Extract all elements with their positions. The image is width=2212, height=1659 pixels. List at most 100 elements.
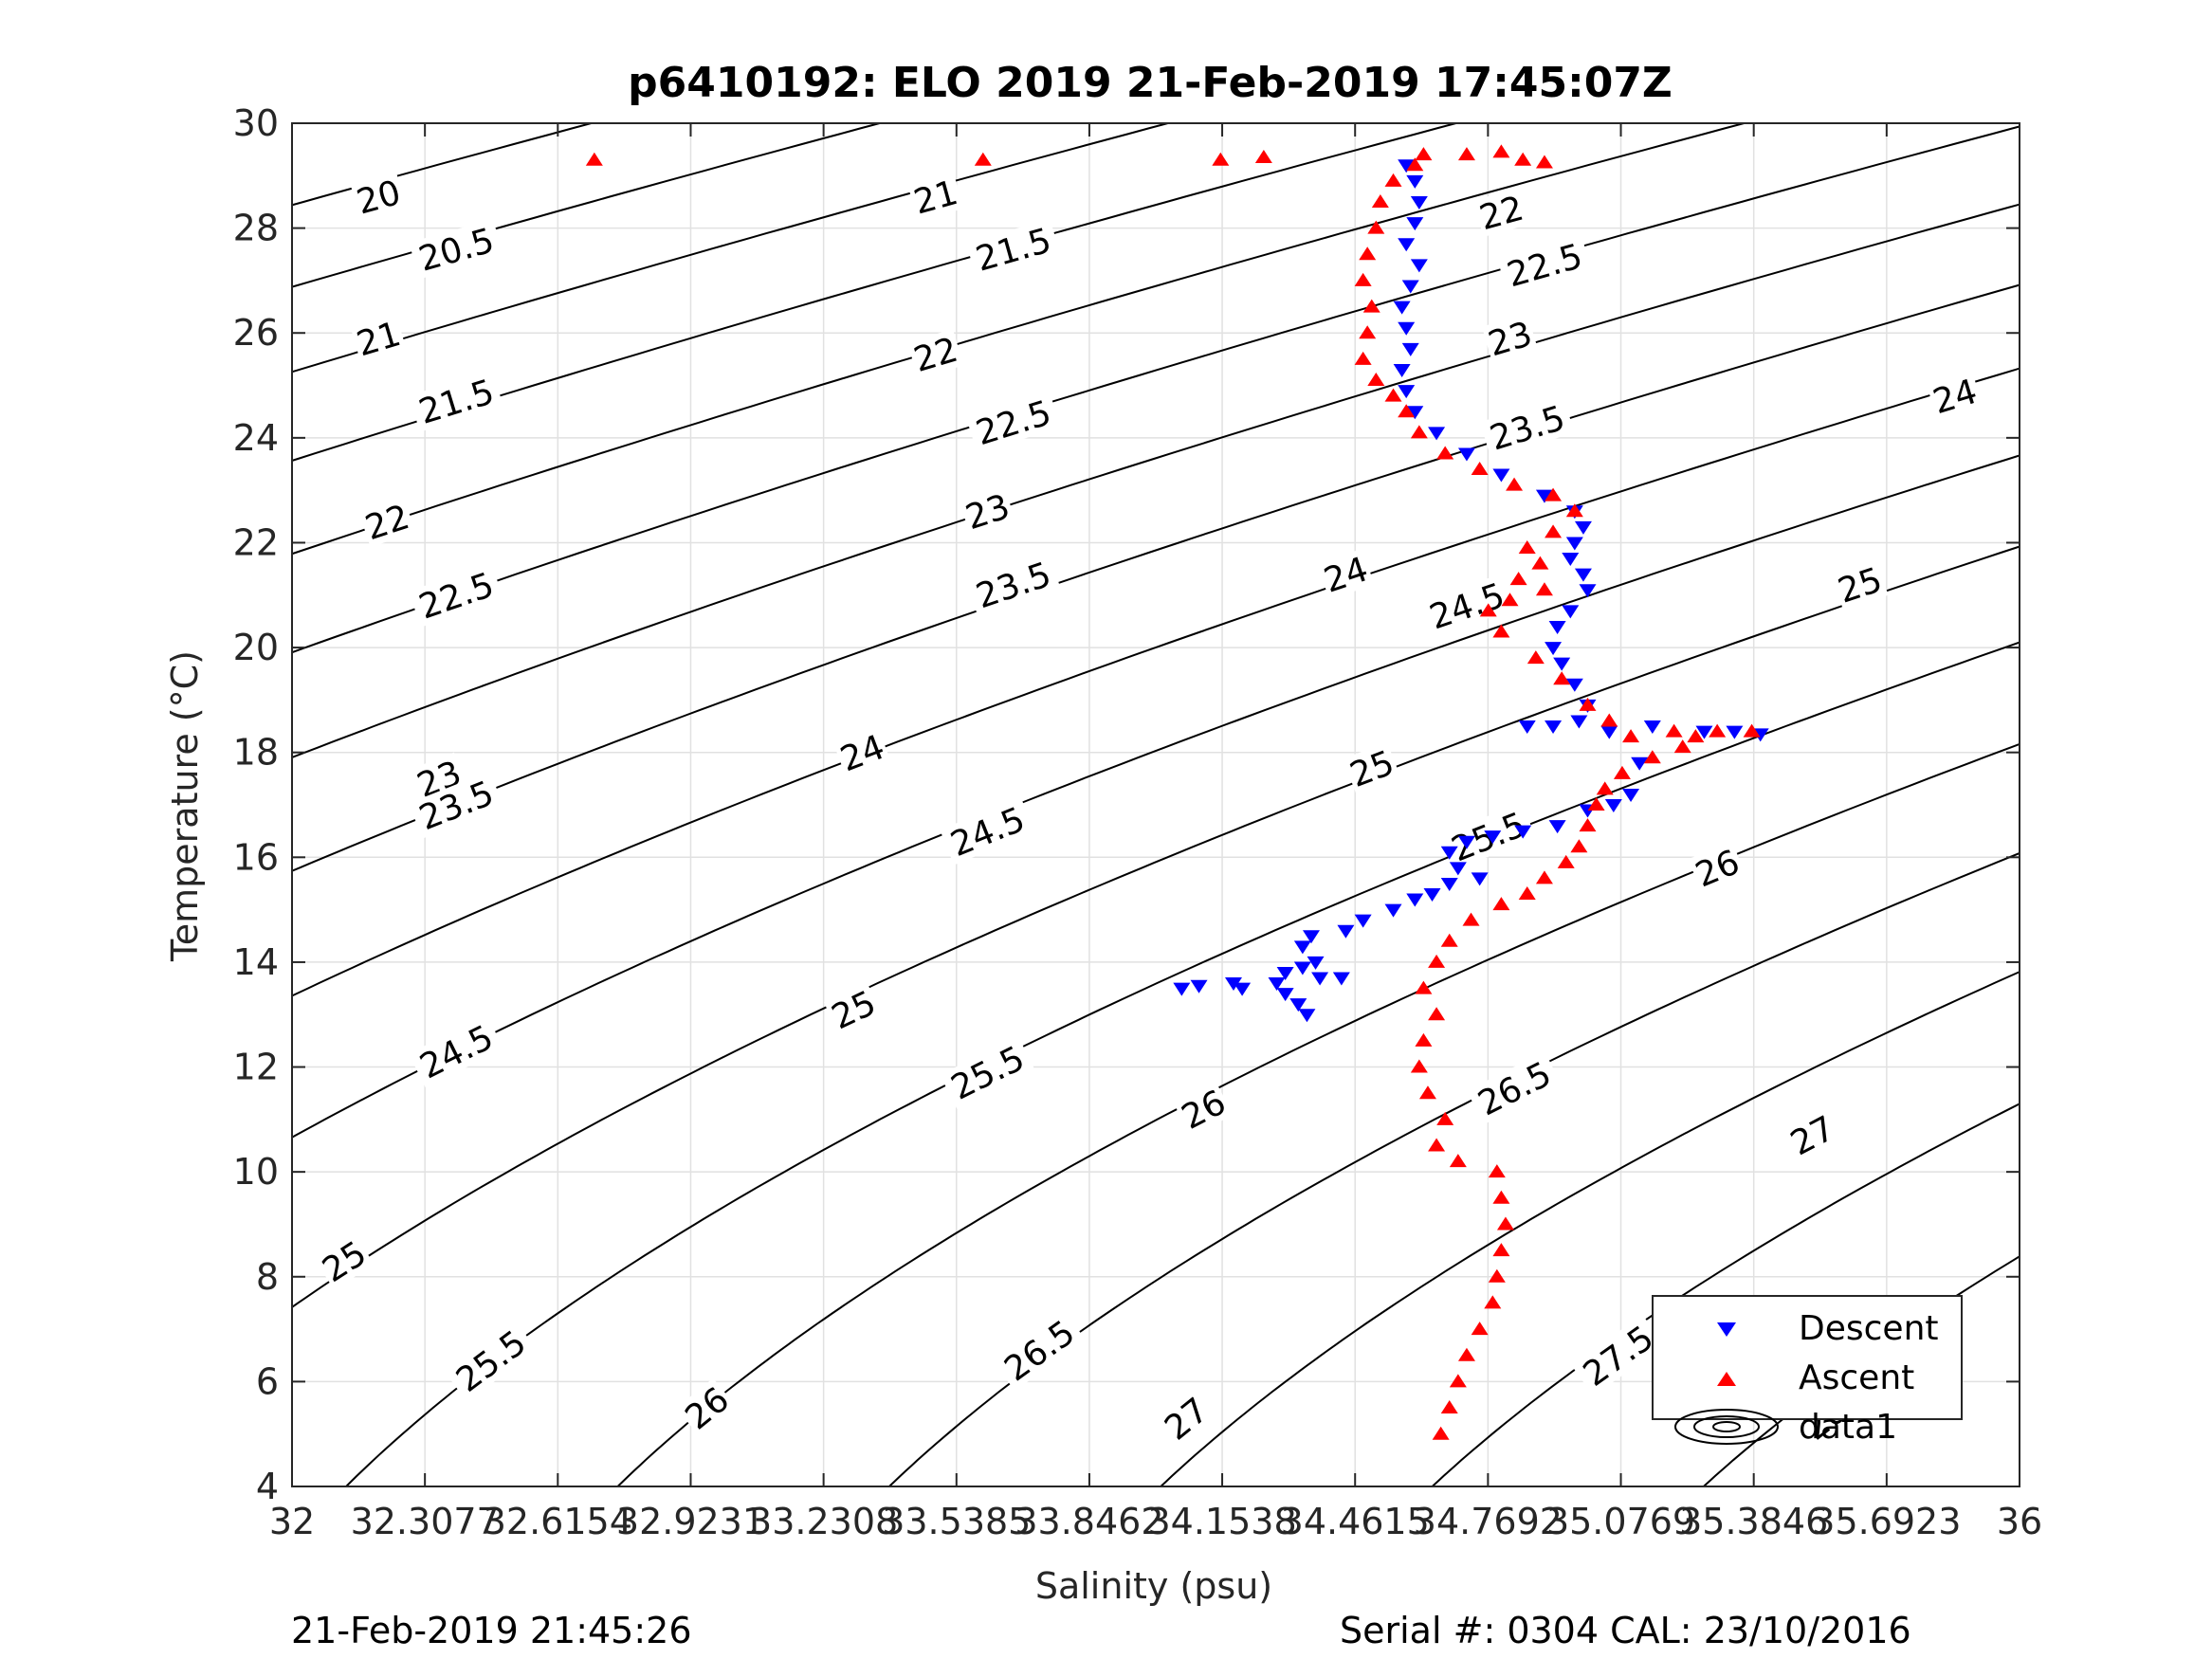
ascent-point [1410, 1059, 1428, 1073]
ascent-point [1398, 404, 1416, 418]
contour-label-bg [1155, 1388, 1216, 1449]
contour-label-bg [1467, 1051, 1563, 1125]
x-tick-label: 33.8462 [1015, 1501, 1163, 1542]
x-tick-label: 34.4615 [1281, 1501, 1430, 1542]
ascent-point [1367, 220, 1385, 234]
descent-point [1440, 877, 1458, 891]
ascent-point [1488, 1164, 1506, 1178]
descent-point [1276, 988, 1294, 1002]
ascent-point [1471, 1322, 1489, 1336]
ascent-point [1492, 1243, 1510, 1257]
descent-point [1449, 862, 1467, 876]
ascent-point [1449, 1374, 1467, 1388]
descent-point [1393, 363, 1411, 377]
ascent-point [1471, 462, 1489, 476]
x-tick-label: 34.7692 [1414, 1501, 1563, 1542]
ascent-point [1384, 173, 1402, 187]
ascent-point [1449, 1154, 1467, 1168]
x-tick-label: 34.1538 [1147, 1501, 1296, 1542]
descent-point [1298, 1009, 1316, 1023]
legend: Descent Ascent data1 [1652, 1295, 1963, 1447]
ascent-point [1354, 351, 1372, 365]
y-tick-label: 26 [233, 312, 279, 354]
descent-point [1354, 914, 1372, 928]
contour-label-bg [965, 391, 1061, 454]
descent-point [1293, 940, 1311, 955]
descent-point [1562, 605, 1580, 619]
contour-label-bg [940, 1035, 1035, 1109]
descent-point [1307, 956, 1325, 970]
x-tick-label: 32.6154 [484, 1501, 632, 1542]
descent-point [1398, 159, 1416, 173]
ascent-point [1526, 650, 1545, 665]
ascent-point [1613, 765, 1631, 779]
descent-point [1574, 568, 1592, 582]
ascent-point [1432, 1426, 1450, 1440]
contour-label-bg [1173, 1081, 1234, 1138]
ascent-point [1428, 954, 1446, 968]
ascent-point [1557, 854, 1575, 868]
descent-point [1548, 820, 1566, 834]
ascent-point [585, 152, 603, 166]
ascent-point [1492, 1190, 1510, 1204]
descent-point [1384, 903, 1402, 918]
contour-label-bg [1481, 313, 1539, 364]
contour-line-21-5 [292, 123, 1456, 462]
descent-point [1190, 979, 1208, 994]
contour-label-bg [940, 796, 1035, 866]
ascent-point [1462, 912, 1480, 926]
legend-descent-label: Descent [1799, 1309, 1939, 1348]
descent-point [1224, 977, 1242, 992]
y-tick-label: 24 [233, 417, 279, 459]
contour-label-bg [992, 1309, 1087, 1392]
contour-line-20-5 [292, 123, 880, 288]
contour-label-bg [1317, 548, 1375, 600]
descent-point [1401, 280, 1419, 294]
descent-point [1293, 961, 1311, 975]
ascent-point [1254, 149, 1272, 163]
y-tick-label: 20 [233, 627, 279, 668]
x-tick-label: 35.0769 [1546, 1501, 1695, 1542]
ascent-point [1665, 723, 1683, 738]
contour-line-25 [292, 545, 2020, 1309]
contour-label-bg [1831, 558, 1889, 611]
ascent-point [1492, 897, 1510, 911]
series-ascent [585, 144, 1761, 1440]
ascent-point [1492, 144, 1510, 158]
y-axis: 4 6 8 10 12 14 16 18 20 22 24 26 28 30 [233, 102, 2020, 1507]
contour-label-bg [350, 172, 407, 222]
contour-label-bg [959, 485, 1016, 538]
descent-point [1631, 757, 1649, 771]
contour-label-bg [408, 771, 504, 839]
contour-label-bg [907, 172, 964, 222]
contour-label-bg [965, 553, 1061, 617]
legend-ascent-label: Ascent [1799, 1358, 1914, 1397]
ascent-point [1587, 797, 1605, 811]
contour-label-bg [965, 218, 1061, 280]
ascent-point [1509, 572, 1527, 586]
ascent-point [1501, 592, 1519, 607]
ascent-point [1479, 603, 1497, 617]
ascent-point [1410, 425, 1428, 439]
descent-point [1622, 788, 1640, 802]
ascent-point [1579, 818, 1597, 832]
descent-point [1553, 657, 1571, 671]
y-tick-label: 18 [233, 732, 279, 774]
descent-point [1562, 553, 1580, 567]
ascent-point [1359, 246, 1377, 261]
ascent-point [1359, 325, 1377, 339]
descent-point [1518, 720, 1536, 735]
descent-point [1726, 725, 1744, 739]
descent-point [1484, 830, 1502, 845]
y-tick-label: 6 [256, 1360, 279, 1402]
descent-point [1173, 982, 1191, 996]
ascent-point [1743, 723, 1761, 738]
descent-point [1398, 385, 1416, 399]
descent-point [1406, 406, 1424, 420]
descent-point [1406, 217, 1424, 231]
descent-point [1268, 977, 1286, 992]
x-tick-label: 35.6923 [1812, 1501, 1961, 1542]
descent-point [1492, 468, 1510, 483]
x-tick-label: 35.3846 [1679, 1501, 1828, 1542]
ascent-point [1440, 1400, 1458, 1414]
